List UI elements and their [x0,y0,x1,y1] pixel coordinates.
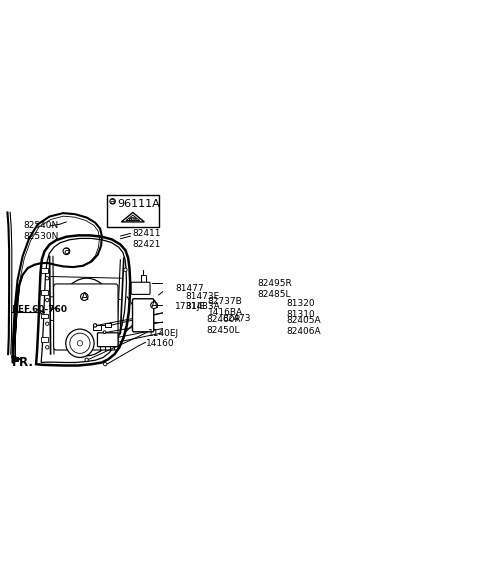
Text: 82495R
82485L: 82495R 82485L [258,279,292,299]
Text: a: a [110,197,115,206]
Bar [107,195,159,227]
Circle shape [85,358,88,361]
Bar [41,337,48,342]
Text: REF.60-760: REF.60-760 [12,305,68,314]
Text: 96111A: 96111A [117,199,160,209]
Circle shape [77,340,83,346]
Circle shape [46,299,49,302]
Circle shape [124,268,127,271]
Text: 81477: 81477 [175,284,204,293]
Circle shape [46,277,49,280]
Text: A: A [81,292,88,302]
FancyBboxPatch shape [97,333,118,347]
Circle shape [103,331,106,333]
Text: 82411
82421: 82411 82421 [132,229,161,249]
Text: a: a [63,246,70,256]
Text: A: A [151,300,157,310]
Text: 1731JE: 1731JE [175,302,206,311]
Circle shape [110,198,115,204]
Bar [94,325,101,330]
Text: 1140EJ: 1140EJ [148,329,179,338]
Bar [41,314,48,318]
Circle shape [46,322,49,325]
FancyBboxPatch shape [54,284,118,350]
Text: 14160: 14160 [145,339,174,348]
Text: 81320
81310: 81320 81310 [287,299,315,318]
Circle shape [94,324,97,327]
Text: 1416BA: 1416BA [208,308,243,317]
Circle shape [66,329,94,357]
Text: 82405A
82406A: 82405A 82406A [287,316,321,336]
Bar [41,268,48,273]
Circle shape [63,248,70,255]
Bar [41,290,48,295]
Bar [105,323,110,327]
Text: 82737B: 82737B [207,298,242,306]
Text: 81473E
81483A: 81473E 81483A [185,292,220,311]
Text: 82473: 82473 [222,314,251,322]
Circle shape [132,218,134,220]
Circle shape [151,302,157,309]
Circle shape [81,293,88,300]
Circle shape [46,346,49,349]
FancyBboxPatch shape [131,282,150,295]
Circle shape [104,362,107,366]
Text: 82460R
82450L: 82460R 82450L [206,316,241,335]
Text: FR.: FR. [12,357,34,369]
Ellipse shape [130,218,136,220]
FancyBboxPatch shape [132,299,154,332]
Text: 82540N
82530N: 82540N 82530N [24,221,59,241]
Circle shape [70,333,90,353]
